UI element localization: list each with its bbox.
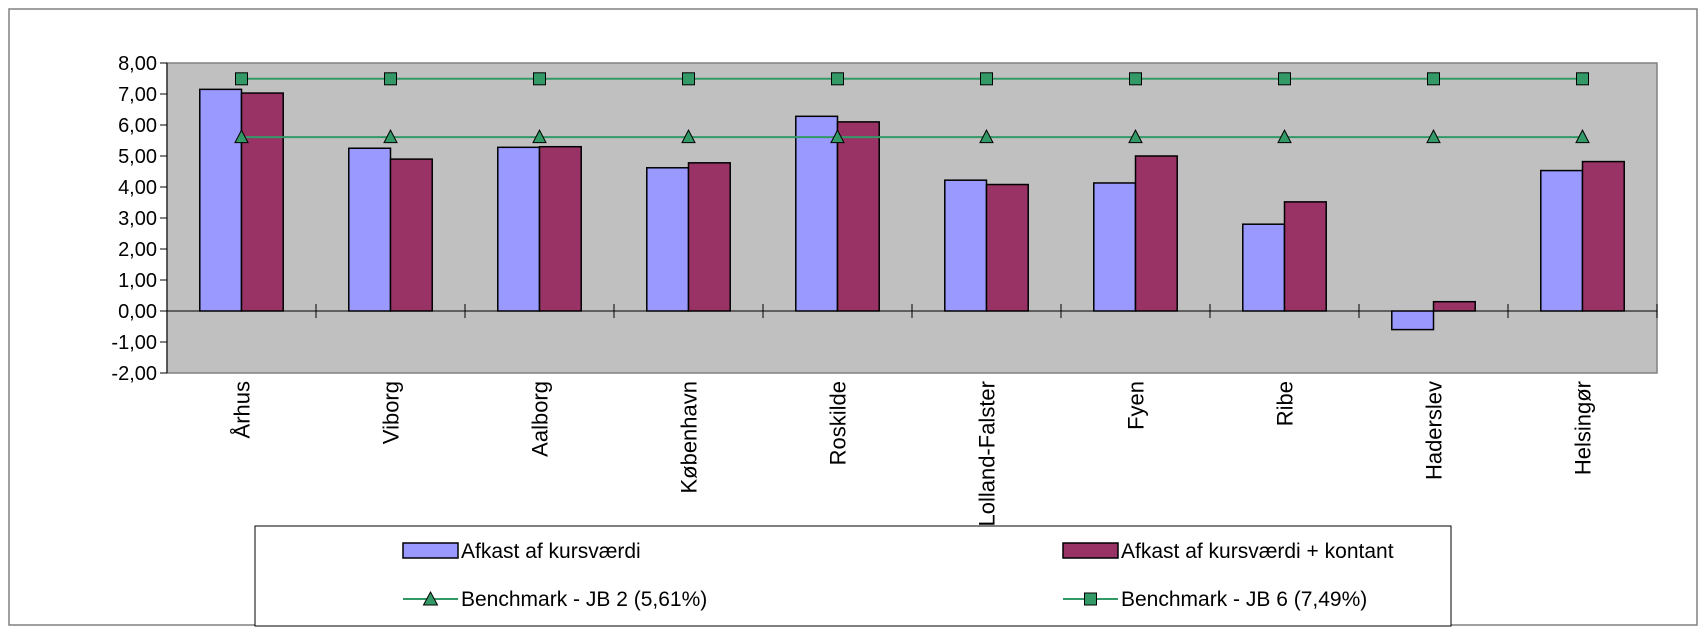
benchmark-jb2-triangle-marker bbox=[1128, 129, 1143, 144]
y-axis-tick-label: 7,00 bbox=[118, 84, 157, 106]
bar-afkast-kursvaerdi bbox=[1540, 169, 1584, 312]
benchmark-jb2-triangle-marker bbox=[234, 129, 249, 144]
bar-afkast-kursvaerdi-kontant bbox=[389, 158, 433, 312]
x-axis-category-label: Helsingør bbox=[1571, 381, 1596, 475]
bar-afkast-kursvaerdi bbox=[1242, 223, 1286, 312]
benchmark-jb6-square-marker bbox=[235, 72, 248, 86]
benchmark-jb2-triangle-marker bbox=[1575, 129, 1590, 144]
x-axis-category-label: Fyen bbox=[1124, 381, 1149, 430]
bar-afkast-kursvaerdi bbox=[1093, 182, 1137, 312]
y-axis-tick-label: 4,00 bbox=[118, 177, 157, 199]
x-axis-category-label: Haderslev bbox=[1422, 381, 1447, 480]
bar-afkast-kursvaerdi-kontant bbox=[687, 162, 731, 312]
benchmark-jb6-square-marker bbox=[1427, 72, 1440, 86]
y-axis-tick-labels: -2,00 -1,00 0,00 1,00 2,00 3,00 4,00 5,00 6,00 7,… bbox=[111, 53, 157, 385]
y-axis-tick-label: -2,00 bbox=[111, 363, 157, 385]
legend-square-marker-icon bbox=[1084, 592, 1097, 606]
y-axis-tick-label: 1,00 bbox=[118, 270, 157, 292]
benchmark-jb2-triangle-marker bbox=[979, 129, 994, 144]
benchmark-jb6-square-marker bbox=[980, 72, 993, 86]
bar-afkast-kursvaerdi-kontant bbox=[240, 92, 284, 312]
x-axis-category-label: Viborg bbox=[379, 381, 404, 444]
bar-afkast-kursvaerdi-kontant bbox=[1134, 155, 1178, 312]
bar-afkast-kursvaerdi bbox=[199, 88, 243, 312]
bar-afkast-kursvaerdi bbox=[348, 147, 392, 312]
benchmark-lines-layer bbox=[234, 72, 1590, 144]
y-axis-tick-label: 6,00 bbox=[118, 115, 157, 137]
y-axis-tick-label: -1,00 bbox=[111, 332, 157, 354]
x-axis-category-label: Roskilde bbox=[826, 381, 851, 465]
bars-layer bbox=[199, 88, 1625, 331]
benchmark-jb2-triangle-marker bbox=[1277, 129, 1292, 144]
y-axis-tick-label: 0,00 bbox=[118, 301, 157, 323]
x-axis-category-label: Aalborg bbox=[528, 381, 553, 457]
bar-afkast-kursvaerdi-kontant bbox=[836, 121, 880, 312]
benchmark-jb6-square-marker bbox=[1576, 72, 1589, 86]
y-axis-tick-label: 5,00 bbox=[118, 146, 157, 168]
bar-afkast-kursvaerdi bbox=[1391, 310, 1435, 331]
benchmark-jb6-square-marker bbox=[533, 72, 546, 86]
axes-layer bbox=[160, 62, 1658, 374]
benchmark-jb6-square-marker bbox=[384, 72, 397, 86]
benchmark-jb2-triangle-marker bbox=[532, 129, 547, 144]
bar-afkast-kursvaerdi bbox=[944, 179, 988, 312]
benchmark-jb6-square-marker bbox=[1278, 72, 1291, 86]
legend-label-benchmark-jb6: Benchmark - JB 6 (7,49%) bbox=[1121, 588, 1367, 611]
bar-afkast-kursvaerdi bbox=[646, 167, 690, 312]
bar-afkast-kursvaerdi-kontant bbox=[538, 145, 582, 312]
bar-afkast-kursvaerdi-kontant bbox=[1283, 201, 1327, 312]
bar-afkast-kursvaerdi-kontant bbox=[1581, 160, 1625, 312]
benchmark-jb6-square-marker bbox=[1129, 72, 1142, 86]
bar-afkast-kursvaerdi bbox=[497, 146, 541, 312]
x-axis-category-label: København bbox=[677, 381, 702, 494]
y-axis-tick-label: 3,00 bbox=[118, 208, 157, 230]
legend-label-afkast-kursvaerdi: Afkast af kursværdi bbox=[461, 540, 641, 563]
y-axis-tick-label: 8,00 bbox=[118, 53, 157, 75]
legend-label-afkast-kursvaerdi-kontant: Afkast af kursværdi + kontant bbox=[1121, 540, 1394, 563]
benchmark-jb2-triangle-marker bbox=[383, 129, 398, 144]
legend-swatch-afkast-kursvaerdi bbox=[402, 542, 459, 559]
legend-item-afkast-kursvaerdi: Afkast af kursværdi bbox=[402, 540, 641, 563]
legend-item-afkast-kursvaerdi-kontant: Afkast af kursværdi + kontant bbox=[1062, 540, 1394, 563]
benchmark-jb2-triangle-marker bbox=[681, 129, 696, 144]
bar-afkast-kursvaerdi-kontant bbox=[1432, 300, 1476, 312]
legend-label-benchmark-jb2: Benchmark - JB 2 (5,61%) bbox=[461, 588, 707, 611]
bar-afkast-kursvaerdi bbox=[795, 115, 839, 312]
x-axis-category-label: Århus bbox=[230, 381, 255, 438]
y-axis-tick-label: 2,00 bbox=[118, 239, 157, 261]
bar-afkast-kursvaerdi-kontant bbox=[985, 183, 1029, 312]
legend-swatch-afkast-kursvaerdi-kontant bbox=[1062, 542, 1119, 559]
x-axis-category-label: Lolland-Falster bbox=[975, 381, 1000, 527]
benchmark-jb6-square-marker bbox=[682, 72, 695, 86]
benchmark-jb2-triangle-marker bbox=[830, 129, 845, 144]
legend-item-benchmark-jb6: Benchmark - JB 6 (7,49%) bbox=[1063, 588, 1367, 611]
benchmark-jb2-triangle-marker bbox=[1426, 129, 1441, 144]
legend-item-benchmark-jb2: Benchmark - JB 2 (5,61%) bbox=[403, 588, 707, 611]
x-axis-category-label: Ribe bbox=[1273, 381, 1298, 426]
legend-triangle-marker-icon bbox=[422, 590, 439, 606]
x-axis-category-labels: Århus Viborg Aalborg København Roskilde Lolla… bbox=[230, 381, 1596, 527]
benchmark-jb6-square-marker bbox=[831, 72, 844, 86]
